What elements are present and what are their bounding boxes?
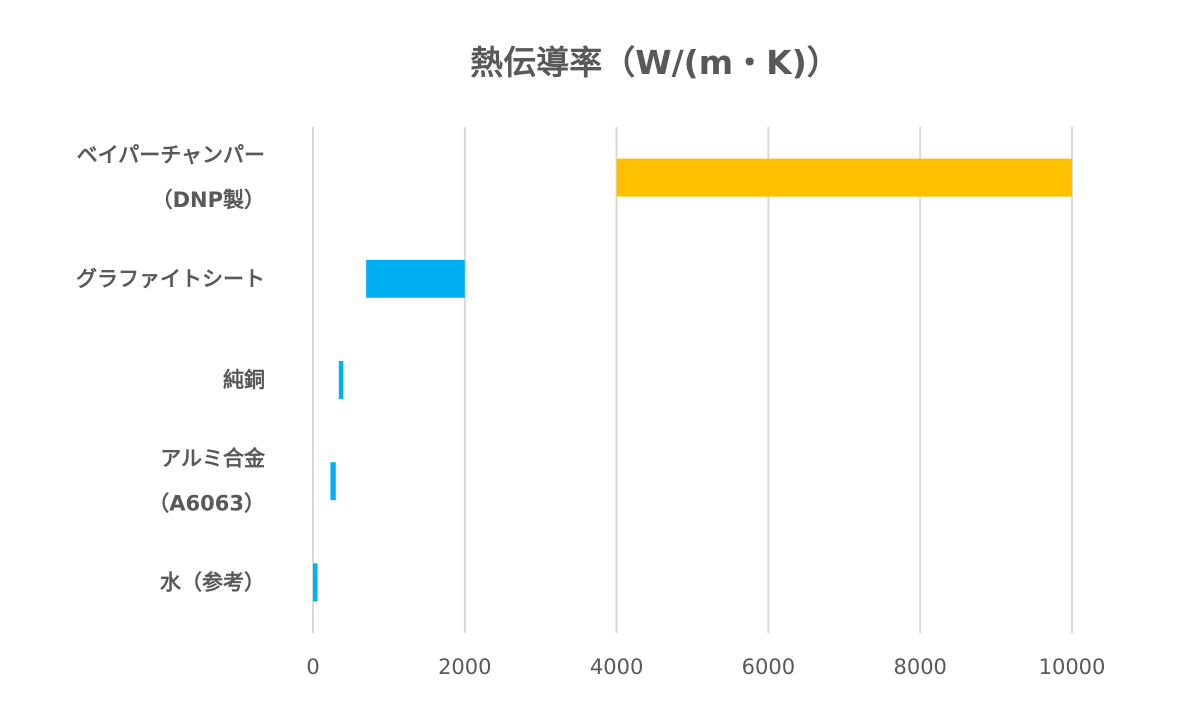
category-label: 純銅 [223, 368, 265, 392]
category-label: グラファイトシート [76, 267, 265, 291]
category-label: 水（参考） [160, 570, 265, 594]
gridlines [312, 127, 1073, 633]
x-tick-label: 2000 [438, 655, 491, 679]
category-label: ベイパーチャンパー [77, 143, 265, 167]
category-label: （DNP製） [152, 188, 265, 212]
bar [338, 361, 344, 399]
bars [313, 158, 1072, 602]
bar [330, 462, 336, 501]
x-tick-label: 0 [306, 655, 319, 679]
category-label: アルミ合金 [160, 447, 266, 471]
category-label: （A6063） [148, 492, 265, 516]
x-axis-tick-labels: 0 2000 4000 6000 8000 10000 [306, 655, 1105, 679]
bar [366, 259, 465, 298]
x-tick-label: 8000 [893, 655, 946, 679]
chart-title: 熱伝導率（W/(m・K)） [470, 43, 840, 82]
bar [313, 563, 318, 602]
bar [616, 158, 1072, 197]
x-tick-label: 10000 [1039, 655, 1106, 679]
x-tick-label: 4000 [590, 655, 643, 679]
x-tick-label: 6000 [742, 655, 795, 679]
